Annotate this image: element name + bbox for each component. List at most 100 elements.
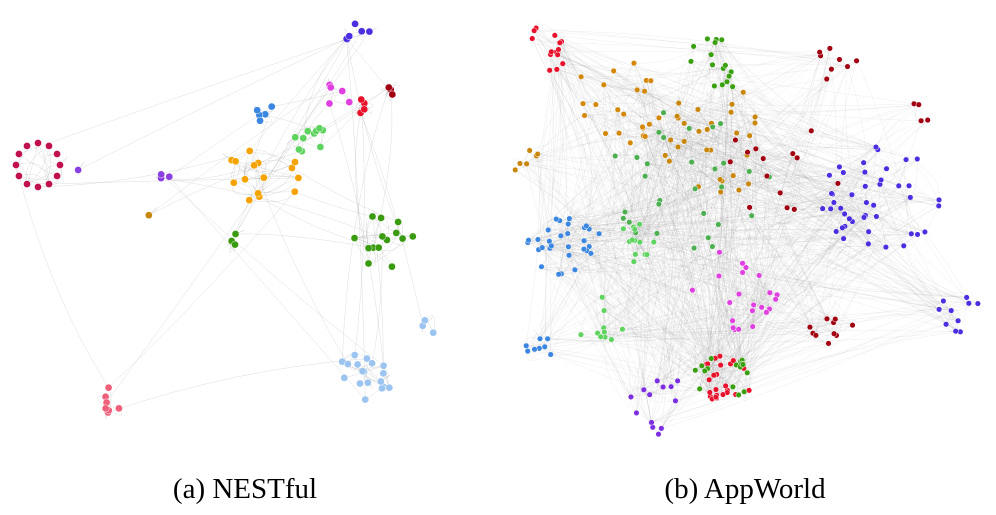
edge <box>704 343 829 372</box>
node <box>660 383 667 391</box>
edge <box>584 240 886 248</box>
node <box>914 155 921 163</box>
edge <box>584 115 592 226</box>
edge <box>630 54 712 398</box>
edge <box>259 196 379 248</box>
edge <box>556 175 734 220</box>
edge <box>544 222 630 347</box>
edge <box>769 176 978 304</box>
edge <box>766 311 834 323</box>
node <box>717 362 724 369</box>
edge <box>639 78 827 225</box>
edge <box>633 226 711 397</box>
node <box>45 180 53 188</box>
edge <box>556 219 606 338</box>
edge <box>687 162 695 249</box>
node <box>918 117 925 124</box>
edge <box>835 185 910 320</box>
edge <box>711 205 874 359</box>
edge <box>721 180 904 247</box>
edge <box>697 109 739 395</box>
edge <box>663 137 750 172</box>
edge <box>632 130 812 241</box>
edge <box>635 253 645 413</box>
edge <box>231 36 350 242</box>
edge <box>562 63 844 173</box>
edge <box>537 153 867 203</box>
node <box>963 294 970 301</box>
edge <box>519 163 834 323</box>
edge <box>604 272 743 311</box>
edge <box>557 54 742 364</box>
edge <box>615 116 756 157</box>
edge <box>710 150 744 365</box>
node <box>711 165 718 173</box>
edge <box>567 233 604 328</box>
edge <box>538 116 756 250</box>
edge <box>763 146 878 159</box>
edge <box>732 86 877 148</box>
edge <box>663 112 724 164</box>
node <box>646 121 653 128</box>
edge <box>717 252 733 321</box>
edge <box>828 247 887 344</box>
edge <box>603 84 726 386</box>
edge <box>726 55 821 82</box>
edge <box>644 151 748 177</box>
edge <box>581 76 607 134</box>
node <box>23 142 31 150</box>
edge <box>561 234 918 275</box>
edge <box>745 267 776 300</box>
edge <box>677 84 723 381</box>
node <box>834 180 841 187</box>
edge <box>720 364 734 391</box>
node <box>553 216 560 223</box>
node <box>751 119 759 127</box>
node <box>717 176 724 183</box>
edge <box>615 116 678 157</box>
node <box>566 215 573 222</box>
edge <box>549 70 739 330</box>
node <box>870 202 877 209</box>
edge <box>574 269 721 366</box>
node <box>745 180 752 187</box>
edge <box>720 191 978 304</box>
edge <box>556 49 564 220</box>
edge <box>657 200 666 381</box>
edge <box>735 139 874 206</box>
edge <box>527 331 598 352</box>
edge <box>527 186 699 352</box>
edge <box>715 86 733 390</box>
edge <box>766 174 839 184</box>
edge <box>644 91 874 206</box>
edge <box>836 202 867 232</box>
node <box>379 369 388 378</box>
edge <box>794 202 867 217</box>
edge <box>639 69 832 243</box>
edge <box>831 149 878 194</box>
edge <box>614 155 641 243</box>
edge <box>558 49 829 344</box>
edge <box>855 171 867 203</box>
node <box>634 86 641 93</box>
node <box>614 106 621 113</box>
edge <box>527 116 678 243</box>
edge <box>622 233 658 330</box>
edge <box>539 71 732 339</box>
node <box>914 231 921 238</box>
edge <box>642 126 676 401</box>
node <box>408 232 417 241</box>
node <box>379 361 388 370</box>
node <box>828 66 835 73</box>
edge <box>707 55 821 369</box>
node <box>565 252 573 259</box>
edge <box>670 139 721 180</box>
node <box>974 300 981 307</box>
edge <box>603 224 719 311</box>
edge <box>568 255 717 396</box>
edge <box>716 218 850 396</box>
node <box>816 49 823 56</box>
edge <box>562 63 748 156</box>
edge <box>719 252 753 311</box>
node <box>840 235 847 242</box>
